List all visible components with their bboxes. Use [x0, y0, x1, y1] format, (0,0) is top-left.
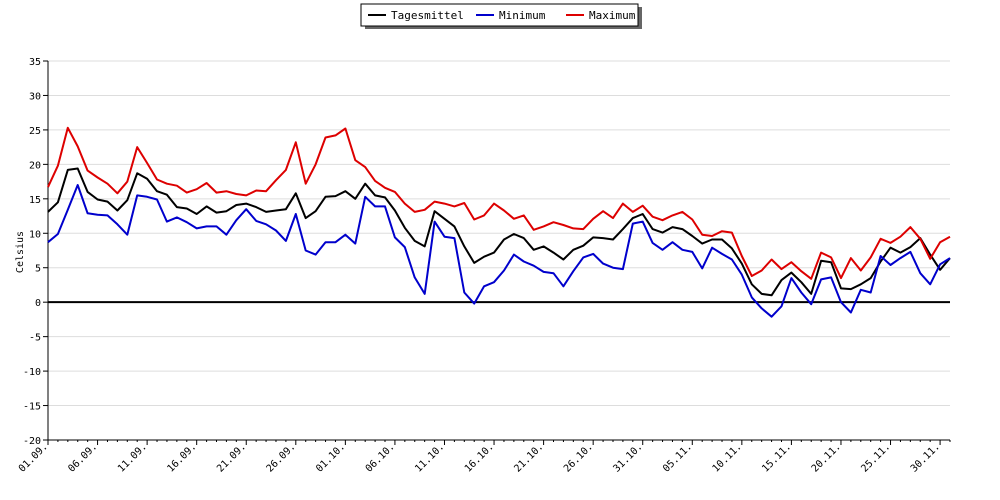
y-tick-label: -10 [23, 367, 41, 378]
y-tick-label: 30 [29, 91, 41, 102]
x-tick-label: 31.10. [612, 441, 645, 474]
legend-label-tagesmittel: Tagesmittel [391, 9, 464, 22]
x-tick-label: 26.10. [562, 441, 595, 474]
x-tick-label: 16.10. [463, 441, 496, 474]
y-tick-label: -20 [23, 436, 41, 447]
series-lines [47, 126, 951, 318]
x-tick-label: 11.09. [116, 441, 149, 474]
grid [48, 60, 950, 441]
x-tick-label: 21.09. [215, 441, 248, 474]
x-tick-label: 06.10. [364, 441, 397, 474]
legend-box [360, 3, 639, 27]
x-tick-label: 26.09. [265, 441, 298, 474]
x-tick-label: 21.10. [512, 441, 545, 474]
x-tick-label: 06.09. [66, 441, 99, 474]
series-line-minimum [47, 184, 951, 318]
legend-item-tagesmittel: Tagesmittel [368, 9, 464, 22]
y-tick-label: 35 [29, 57, 41, 68]
legend: Tagesmittel Minimum Maximum [360, 3, 642, 29]
y-tick-label: 5 [35, 264, 41, 275]
y-tick-label: 0 [35, 298, 41, 309]
legend-label-minimum: Minimum [499, 9, 546, 22]
y-axis-title: Celsius [15, 231, 26, 273]
x-tick-label: 16.09. [165, 441, 198, 474]
y-tick-label: 10 [29, 229, 41, 240]
legend-label-maximum: Maximum [589, 9, 636, 22]
series-line-maximum [47, 126, 951, 280]
y-tick-label: -15 [23, 402, 41, 413]
x-tick-label: 05.11. [661, 441, 694, 474]
y-tick-label: 25 [29, 126, 41, 137]
x-tick-label: 15.11. [760, 441, 793, 474]
x-tick-label: 11.10. [413, 441, 446, 474]
y-tick-label: 20 [29, 160, 41, 171]
legend-item-minimum: Minimum [476, 9, 546, 22]
y-tick-label: 15 [29, 195, 41, 206]
y-tick-label: -5 [29, 333, 41, 344]
x-tick-label: 25.11. [859, 441, 892, 474]
x-tick-label: 20.11. [810, 441, 843, 474]
x-tick-label: 01.10. [314, 441, 347, 474]
legend-item-maximum: Maximum [566, 9, 636, 22]
x-tick-label: 30.11. [909, 441, 942, 474]
x-tick-label: 10.11. [711, 441, 744, 474]
series-line-tagesmittel [47, 167, 951, 297]
